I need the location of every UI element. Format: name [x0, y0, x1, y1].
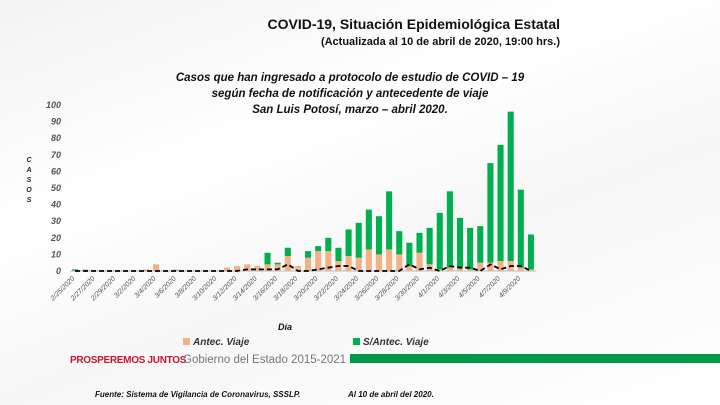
bar-s-antec-viaje [345, 229, 352, 257]
chart-title-line-2: según fecha de notificación y antecedent… [211, 88, 489, 100]
bar-antec-viaje [416, 252, 423, 271]
bar-s-antec-viaje [497, 144, 504, 262]
bar-antec-viaje [284, 256, 291, 271]
bar-s-antec-viaje [325, 237, 332, 252]
bar-antec-viaje [375, 254, 383, 271]
bar-s-antec-viaje [446, 191, 453, 268]
bar-s-antec-viaje [426, 227, 433, 265]
bar-s-antec-viaje [527, 234, 534, 270]
bar-s-antec-viaje [335, 247, 342, 262]
y-tick-label: 20 [50, 233, 61, 243]
y-tick-label: 70 [51, 150, 61, 160]
legend-item-s-antec-viaje: S/Antec. Viaje [353, 337, 429, 348]
chart-title-line-3: San Luis Potosí, marzo – abril 2020. [252, 104, 448, 116]
legend-label: S/Antec. Viaje [363, 337, 429, 348]
legend-item-antec-viaje: Antec. Viaje [183, 337, 249, 348]
bar-antec-viaje [345, 256, 352, 271]
chart-title-line-1: Casos que han ingresado a protocolo de e… [175, 72, 525, 84]
bar-antec-viaje [305, 257, 312, 271]
bar-antec-viaje [406, 266, 413, 271]
bar-antec-viaje [173, 269, 180, 271]
x-axis-label: Día [277, 322, 292, 332]
bar-s-antec-viaje [365, 209, 372, 250]
bar-antec-viaje [497, 261, 504, 271]
bar-antec-viaje [234, 266, 241, 271]
bar-antec-viaje [142, 269, 150, 271]
bar-s-antec-viaje [477, 226, 484, 263]
bar-s-antec-viaje [487, 163, 494, 263]
legend-label: Antec. Viaje [193, 337, 250, 348]
bar-s-antec-viaje [315, 246, 322, 252]
footer-green-bar [350, 354, 720, 363]
bar-antec-viaje [355, 257, 362, 271]
bar-antec-viaje [436, 269, 443, 271]
y-tick-label: 0 [56, 266, 61, 276]
bar-antec-viaje [396, 254, 403, 271]
bar-s-antec-viaje [507, 111, 514, 262]
bar-antec-viaje [456, 267, 464, 271]
bar-antec-viaje [386, 249, 393, 271]
x-tick-label: 4/9/2020 [498, 275, 522, 299]
bar-s-antec-viaje [467, 227, 474, 270]
bar-s-antec-viaje [386, 191, 393, 250]
bar-antec-viaje [254, 266, 261, 271]
y-tick-label: 40 [50, 200, 61, 210]
slide-title: COVID-19, Situación Epidemiológica Estat… [267, 16, 560, 32]
chart-svg: 01020304050607080901002/25/20202/27/2020… [46, 100, 536, 303]
dashed-trend-line [75, 263, 532, 272]
bar-antec-viaje [446, 267, 453, 271]
y-tick-label: 100 [46, 100, 61, 110]
bar-antec-viaje [517, 267, 524, 271]
bar-antec-viaje [365, 249, 372, 271]
bar-antec-viaje [153, 264, 160, 271]
bar-antec-viaje [467, 269, 474, 271]
y-tick-label: 10 [51, 249, 61, 259]
bar-s-antec-viaje [436, 212, 443, 270]
bar-antec-viaje [244, 264, 251, 271]
bar-antec-viaje [487, 262, 494, 271]
bar-antec-viaje [325, 251, 332, 271]
bar-s-antec-viaje [517, 189, 524, 268]
bar-s-antec-viaje [416, 232, 423, 253]
y-tick-label: 80 [51, 133, 61, 143]
bar-antec-viaje [315, 251, 322, 271]
bar-s-antec-viaje [264, 252, 271, 265]
bar-s-antec-viaje [305, 251, 312, 258]
government-label: Gobierno del Estado 2015-2021 [183, 354, 347, 366]
source-note: Fuente: Sistema de Vigilancia de Coronav… [95, 390, 301, 399]
date-note: Al 10 de abril del 2020. [348, 390, 434, 399]
bar-s-antec-viaje [456, 217, 464, 268]
bar-s-antec-viaje [274, 262, 281, 265]
slogan: PROSPEREMOS JUNTOS [70, 355, 187, 366]
bar-s-antec-viaje [284, 247, 291, 257]
y-tick-label: 90 [51, 117, 61, 127]
slide-subtitle: (Actualizada al 10 de abril de 2020, 19:… [320, 36, 560, 48]
bar-antec-viaje [527, 269, 534, 271]
y-tick-label: 50 [51, 183, 61, 193]
y-tick-label: 30 [51, 216, 61, 226]
bar-antec-viaje [294, 266, 301, 271]
bar-antec-viaje [264, 264, 271, 271]
legend-swatch-green [353, 338, 360, 345]
bar-s-antec-viaje [406, 242, 413, 267]
bar-s-antec-viaje [375, 216, 383, 255]
bar-antec-viaje [274, 264, 281, 271]
legend-swatch-orange [183, 338, 190, 345]
bar-antec-viaje [223, 267, 231, 271]
bar-s-antec-viaje [396, 231, 403, 255]
bar-antec-viaje [477, 262, 484, 271]
y-tick-label: 60 [51, 166, 61, 176]
bar-s-antec-viaje [355, 222, 362, 258]
